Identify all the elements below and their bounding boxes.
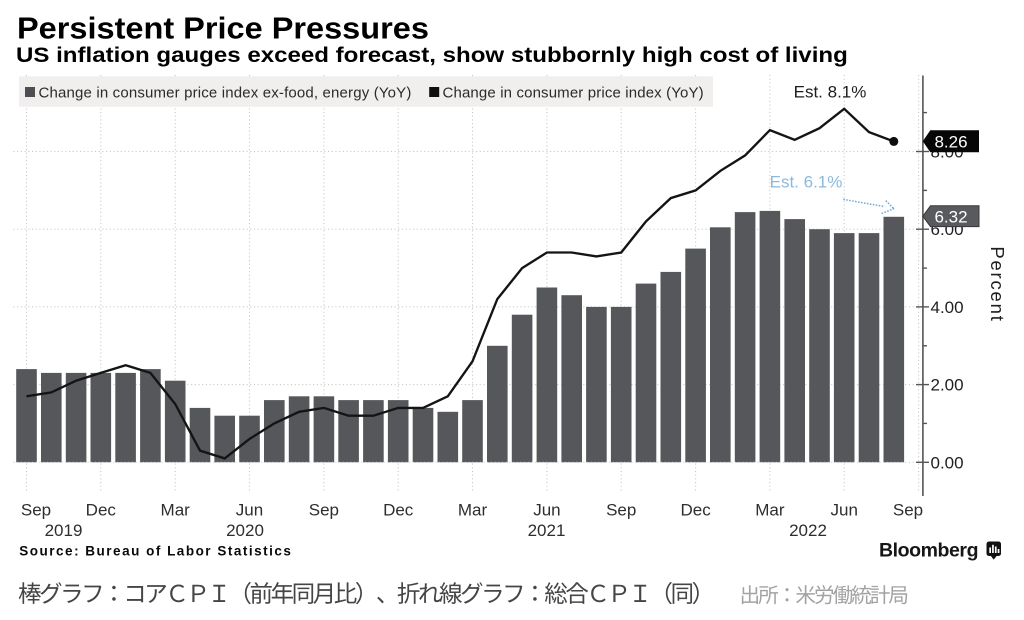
svg-text:Mar: Mar — [458, 501, 488, 520]
svg-text:2022: 2022 — [789, 521, 827, 540]
svg-text:4.00: 4.00 — [931, 298, 964, 317]
svg-text:Dec: Dec — [680, 501, 711, 520]
svg-text:Bloomberg: Bloomberg — [879, 540, 978, 562]
svg-text:2.00: 2.00 — [931, 376, 964, 395]
svg-text:Mar: Mar — [755, 501, 785, 520]
svg-text:US inflation gauges exceed for: US inflation gauges exceed forecast, sho… — [16, 43, 848, 66]
svg-text:Est. 6.1%: Est. 6.1% — [770, 173, 843, 192]
svg-text:Jun: Jun — [830, 501, 857, 520]
svg-text:Mar: Mar — [161, 501, 191, 520]
svg-text:Change in consumer price index: Change in consumer price index ex-food, … — [39, 85, 412, 102]
svg-text:Persistent Price Pressures: Persistent Price Pressures — [17, 10, 429, 45]
svg-text:Est. 8.1%: Est. 8.1% — [794, 83, 867, 102]
svg-text:2021: 2021 — [528, 521, 566, 540]
svg-text:Percent: Percent — [987, 246, 1008, 322]
svg-text:Sep: Sep — [309, 501, 339, 520]
svg-text:8.26: 8.26 — [934, 132, 967, 151]
svg-text:Sep: Sep — [893, 501, 923, 520]
svg-text:0.00: 0.00 — [931, 453, 964, 472]
svg-text:Dec: Dec — [383, 501, 414, 520]
svg-text:Dec: Dec — [86, 501, 117, 520]
svg-text:Jun: Jun — [236, 501, 263, 520]
svg-text:6.32: 6.32 — [934, 207, 967, 226]
svg-text:Change in consumer price index: Change in consumer price index (YoY) — [443, 85, 704, 102]
svg-text:Jun: Jun — [533, 501, 560, 520]
svg-text:Sep: Sep — [21, 501, 51, 520]
svg-text:2019: 2019 — [45, 521, 83, 540]
svg-text:Sep: Sep — [606, 501, 636, 520]
svg-text:Source: Bureau of Labor Statis: Source: Bureau of Labor Statistics — [19, 544, 292, 559]
svg-text:2020: 2020 — [226, 521, 264, 540]
